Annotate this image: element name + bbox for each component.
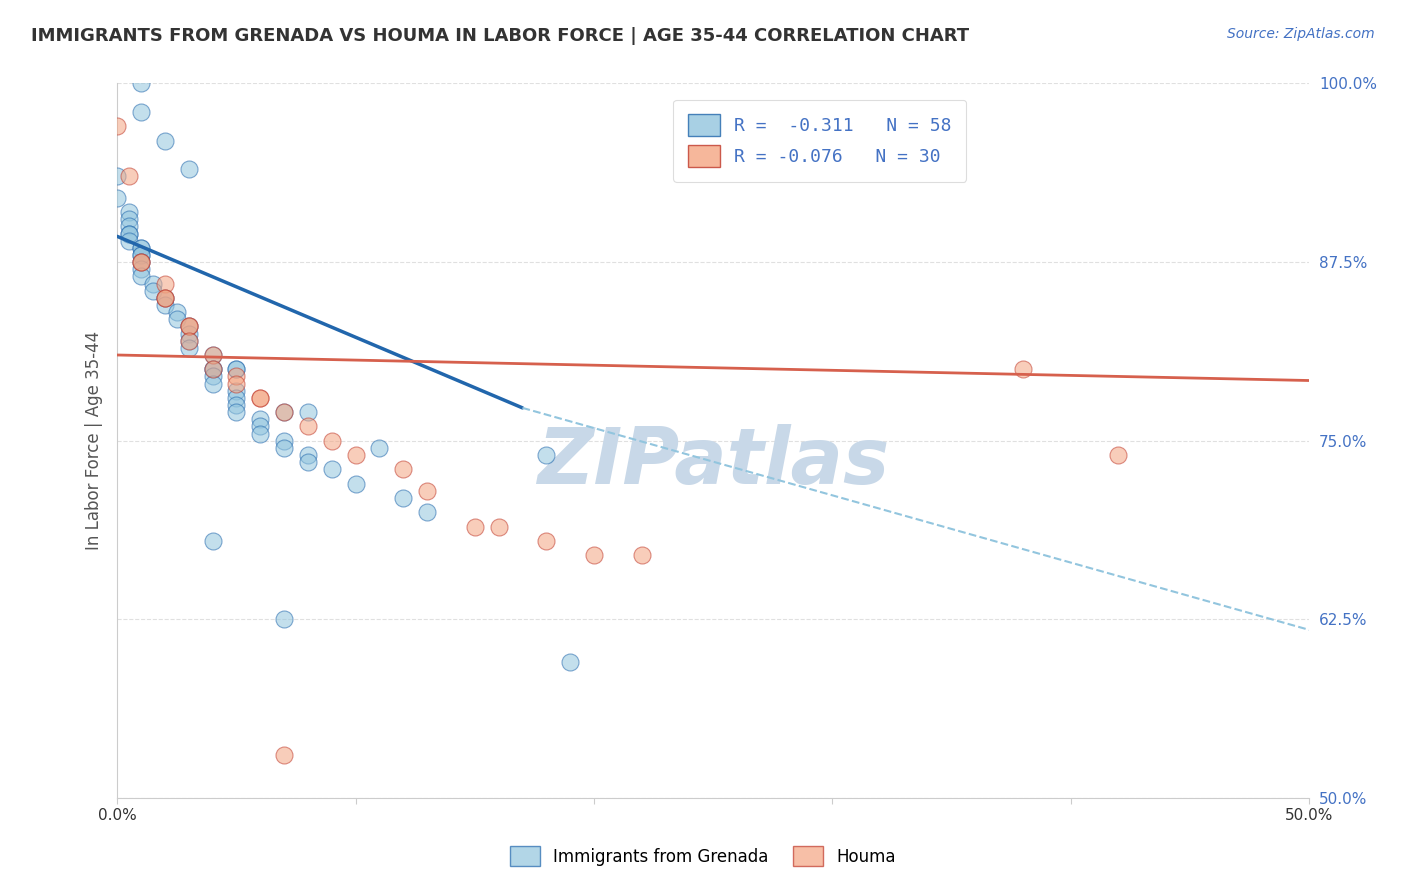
Point bbox=[153, 291, 176, 305]
Text: Source: ZipAtlas.com: Source: ZipAtlas.com bbox=[1227, 27, 1375, 41]
Point bbox=[201, 348, 224, 362]
Point bbox=[118, 212, 141, 227]
Point bbox=[225, 405, 247, 419]
Point bbox=[249, 419, 271, 434]
Point bbox=[129, 77, 152, 91]
Point bbox=[177, 334, 200, 348]
Point bbox=[536, 448, 558, 462]
Point bbox=[118, 227, 141, 241]
Point bbox=[416, 483, 439, 498]
Point bbox=[201, 362, 224, 376]
Point bbox=[297, 455, 319, 469]
Point bbox=[273, 405, 295, 419]
Point bbox=[273, 434, 295, 448]
Point bbox=[1012, 362, 1035, 376]
Point bbox=[273, 748, 295, 763]
Point bbox=[129, 255, 152, 269]
Point bbox=[368, 441, 391, 455]
Text: ZIPatlas: ZIPatlas bbox=[537, 425, 890, 500]
Point bbox=[249, 426, 271, 441]
Point bbox=[416, 505, 439, 519]
Point bbox=[129, 255, 152, 269]
Point bbox=[201, 369, 224, 384]
Point bbox=[118, 234, 141, 248]
Point bbox=[153, 291, 176, 305]
Point bbox=[177, 319, 200, 334]
Y-axis label: In Labor Force | Age 35-44: In Labor Force | Age 35-44 bbox=[86, 331, 103, 550]
Point bbox=[536, 533, 558, 548]
Point bbox=[560, 655, 582, 669]
Point bbox=[177, 341, 200, 355]
Point bbox=[129, 248, 152, 262]
Point bbox=[142, 284, 165, 298]
Point bbox=[129, 255, 152, 269]
Point bbox=[177, 334, 200, 348]
Point bbox=[297, 419, 319, 434]
Point bbox=[153, 134, 176, 148]
Point bbox=[321, 434, 343, 448]
Point bbox=[344, 448, 367, 462]
Point bbox=[225, 384, 247, 398]
Point bbox=[321, 462, 343, 476]
Point bbox=[464, 519, 486, 533]
Point bbox=[129, 241, 152, 255]
Point bbox=[249, 391, 271, 405]
Point bbox=[273, 441, 295, 455]
Point bbox=[105, 169, 128, 184]
Point bbox=[392, 462, 415, 476]
Point bbox=[225, 369, 247, 384]
Point bbox=[177, 319, 200, 334]
Point bbox=[344, 476, 367, 491]
Point bbox=[166, 305, 188, 319]
Point bbox=[249, 412, 271, 426]
Text: IMMIGRANTS FROM GRENADA VS HOUMA IN LABOR FORCE | AGE 35-44 CORRELATION CHART: IMMIGRANTS FROM GRENADA VS HOUMA IN LABO… bbox=[31, 27, 969, 45]
Point bbox=[225, 362, 247, 376]
Point bbox=[142, 277, 165, 291]
Point bbox=[297, 448, 319, 462]
Point bbox=[201, 362, 224, 376]
Point bbox=[225, 376, 247, 391]
Point bbox=[630, 548, 652, 562]
Point bbox=[177, 162, 200, 177]
Point bbox=[177, 319, 200, 334]
Point bbox=[118, 205, 141, 219]
Point bbox=[1108, 448, 1130, 462]
Point bbox=[166, 312, 188, 326]
Point bbox=[105, 120, 128, 134]
Point bbox=[153, 277, 176, 291]
Point bbox=[201, 533, 224, 548]
Legend: R =  -0.311   N = 58, R = -0.076   N = 30: R = -0.311 N = 58, R = -0.076 N = 30 bbox=[673, 100, 966, 182]
Point bbox=[392, 491, 415, 505]
Point bbox=[129, 241, 152, 255]
Point bbox=[153, 298, 176, 312]
Point bbox=[177, 326, 200, 341]
Point bbox=[118, 169, 141, 184]
Point bbox=[118, 219, 141, 234]
Point bbox=[129, 269, 152, 284]
Point bbox=[129, 248, 152, 262]
Legend: Immigrants from Grenada, Houma: Immigrants from Grenada, Houma bbox=[502, 838, 904, 875]
Point bbox=[201, 348, 224, 362]
Point bbox=[488, 519, 510, 533]
Point bbox=[105, 191, 128, 205]
Point bbox=[249, 391, 271, 405]
Point bbox=[129, 262, 152, 277]
Point bbox=[273, 405, 295, 419]
Point bbox=[582, 548, 605, 562]
Point bbox=[201, 362, 224, 376]
Point bbox=[225, 362, 247, 376]
Point bbox=[297, 405, 319, 419]
Point bbox=[201, 376, 224, 391]
Point bbox=[273, 612, 295, 626]
Point bbox=[225, 398, 247, 412]
Point bbox=[225, 391, 247, 405]
Point bbox=[118, 227, 141, 241]
Point bbox=[129, 105, 152, 120]
Point bbox=[153, 291, 176, 305]
